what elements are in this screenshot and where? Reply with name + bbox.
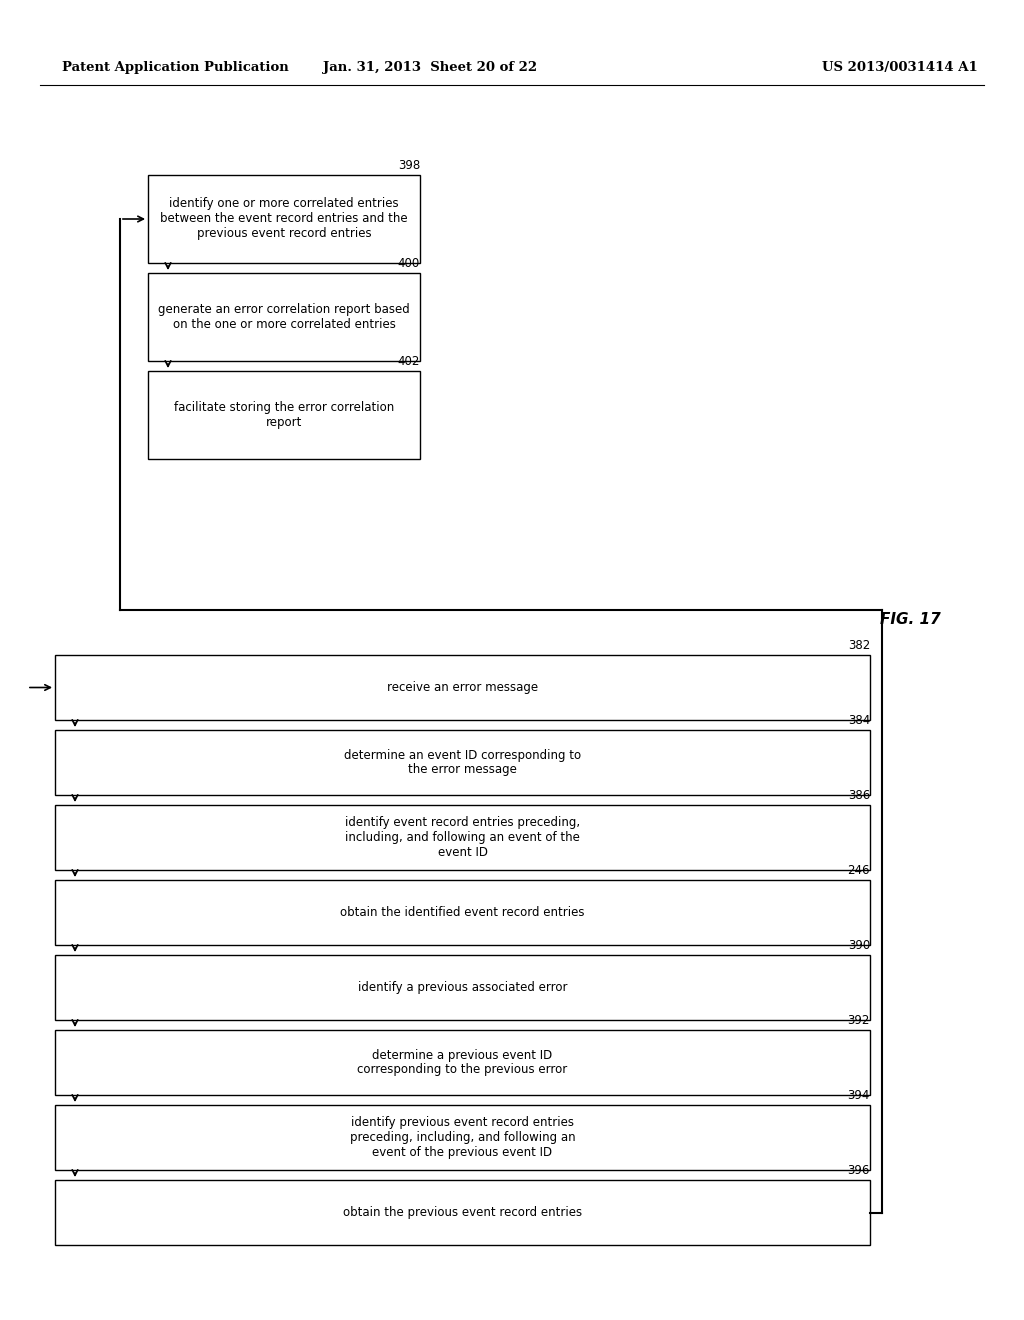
Text: determine an event ID corresponding to
the error message: determine an event ID corresponding to t… (344, 748, 581, 776)
Bar (55, 880, 870, 945)
Bar (148, 371, 420, 459)
Text: identify one or more correlated entries
between the event record entries and the: identify one or more correlated entries … (160, 198, 408, 240)
Text: obtain the previous event record entries: obtain the previous event record entries (343, 1206, 582, 1218)
Text: FIG. 17: FIG. 17 (880, 612, 941, 627)
Text: 392: 392 (848, 1014, 870, 1027)
Text: 398: 398 (397, 158, 420, 172)
Text: identify event record entries preceding,
including, and following an event of th: identify event record entries preceding,… (345, 816, 580, 859)
Text: obtain the identified event record entries: obtain the identified event record entri… (340, 906, 585, 919)
Text: 396: 396 (848, 1164, 870, 1177)
Text: Jan. 31, 2013  Sheet 20 of 22: Jan. 31, 2013 Sheet 20 of 22 (323, 62, 537, 74)
Text: generate an error correlation report based
on the one or more correlated entries: generate an error correlation report bas… (158, 304, 410, 331)
Text: determine a previous event ID
corresponding to the previous error: determine a previous event ID correspond… (357, 1048, 567, 1077)
Text: 390: 390 (848, 939, 870, 952)
Bar (55, 730, 870, 795)
Text: 386: 386 (848, 789, 870, 803)
Bar (148, 176, 420, 263)
Bar (55, 1030, 870, 1096)
Text: 382: 382 (848, 639, 870, 652)
Text: 402: 402 (397, 355, 420, 368)
Bar (55, 954, 870, 1020)
Bar (55, 1105, 870, 1170)
Bar (55, 655, 870, 719)
Text: 394: 394 (848, 1089, 870, 1102)
Text: receive an error message: receive an error message (387, 681, 538, 694)
Text: identify a previous associated error: identify a previous associated error (357, 981, 567, 994)
Text: 246: 246 (848, 865, 870, 876)
Text: facilitate storing the error correlation
report: facilitate storing the error correlation… (174, 401, 394, 429)
Bar (55, 1180, 870, 1245)
Text: US 2013/0031414 A1: US 2013/0031414 A1 (822, 62, 978, 74)
Text: identify previous event record entries
preceding, including, and following an
ev: identify previous event record entries p… (349, 1115, 575, 1159)
Text: 384: 384 (848, 714, 870, 727)
Text: 400: 400 (397, 257, 420, 271)
Bar (148, 273, 420, 360)
Text: Patent Application Publication: Patent Application Publication (62, 62, 289, 74)
Bar (55, 805, 870, 870)
